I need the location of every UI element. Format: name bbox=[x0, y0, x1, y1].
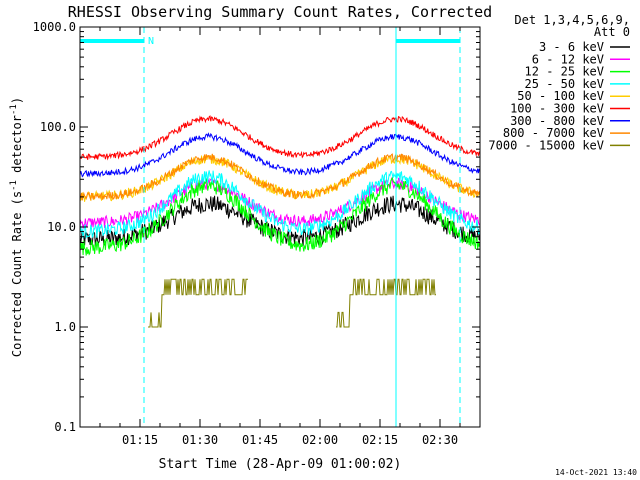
x-axis-label: Start Time (28-Apr-09 01:00:02) bbox=[159, 457, 402, 472]
axis-ticks: 0.1 1.0 10.0 100.0 1000.0 01:15 01:30 01:45 02:0… bbox=[33, 20, 480, 447]
y-axis-label-main: Corrected Count Rate (s bbox=[10, 191, 24, 357]
series-line-6 bbox=[79, 132, 481, 178]
y-tick-label: 0.1 bbox=[54, 420, 76, 434]
y-tick-label: 100.0 bbox=[40, 120, 76, 134]
legend-entry-label: 12 - 25 keV bbox=[525, 65, 604, 79]
series-line-2 bbox=[79, 176, 481, 256]
x-tick-label: 01:30 bbox=[182, 433, 218, 447]
chart-title: RHESSI Observing Summary Count Rates, Co… bbox=[68, 3, 492, 21]
legend-header-line2: Att 0 bbox=[594, 25, 630, 39]
x-tick-label: 02:00 bbox=[302, 433, 338, 447]
legend-entry-label: 50 - 100 keV bbox=[517, 89, 604, 103]
y-axis-label: Corrected Count Rate (s-1 detector-1) bbox=[9, 97, 24, 357]
saa-layer: N bbox=[80, 27, 461, 427]
x-tick-label: 02:15 bbox=[362, 433, 398, 447]
legend-entry-label: 7000 - 15000 keV bbox=[488, 138, 604, 152]
y-tick-label: 1000.0 bbox=[33, 20, 76, 34]
series-line-3 bbox=[79, 170, 481, 240]
y-axis-label-sup1: -1 bbox=[9, 180, 19, 191]
legend-header-line1: Det 1,3,4,5,6,9, bbox=[514, 13, 630, 27]
legend-entry-label: 300 - 800 keV bbox=[510, 114, 604, 128]
series-layer bbox=[79, 115, 481, 328]
x-tick-label: 01:15 bbox=[122, 433, 158, 447]
x-tick-label: 01:45 bbox=[242, 433, 278, 447]
y-tick-label: 10.0 bbox=[47, 220, 76, 234]
y-axis-label-end: ) bbox=[10, 97, 24, 104]
y-axis-label-sup2: -1 bbox=[9, 104, 19, 115]
night-flag-label: N bbox=[148, 36, 154, 47]
y-axis-label-mid: detector bbox=[10, 115, 24, 180]
legend-entry-label: 800 - 7000 keV bbox=[503, 126, 604, 140]
legend-entry-label: 3 - 6 keV bbox=[539, 40, 604, 54]
series-line-7 bbox=[79, 153, 481, 202]
series-line-8-segment bbox=[336, 278, 436, 328]
legend-entry-label: 6 - 12 keV bbox=[532, 52, 604, 66]
legend-entry-label: 25 - 50 keV bbox=[525, 77, 604, 91]
footer-timestamp: 14-Oct-2021 13:40 bbox=[555, 468, 637, 477]
x-tick-label: 02:30 bbox=[422, 433, 458, 447]
y-tick-label: 1.0 bbox=[54, 320, 76, 334]
series-line-8-segment bbox=[148, 278, 248, 328]
series-line-5 bbox=[79, 115, 480, 161]
legend-entry-label: 100 - 300 keV bbox=[510, 102, 604, 116]
